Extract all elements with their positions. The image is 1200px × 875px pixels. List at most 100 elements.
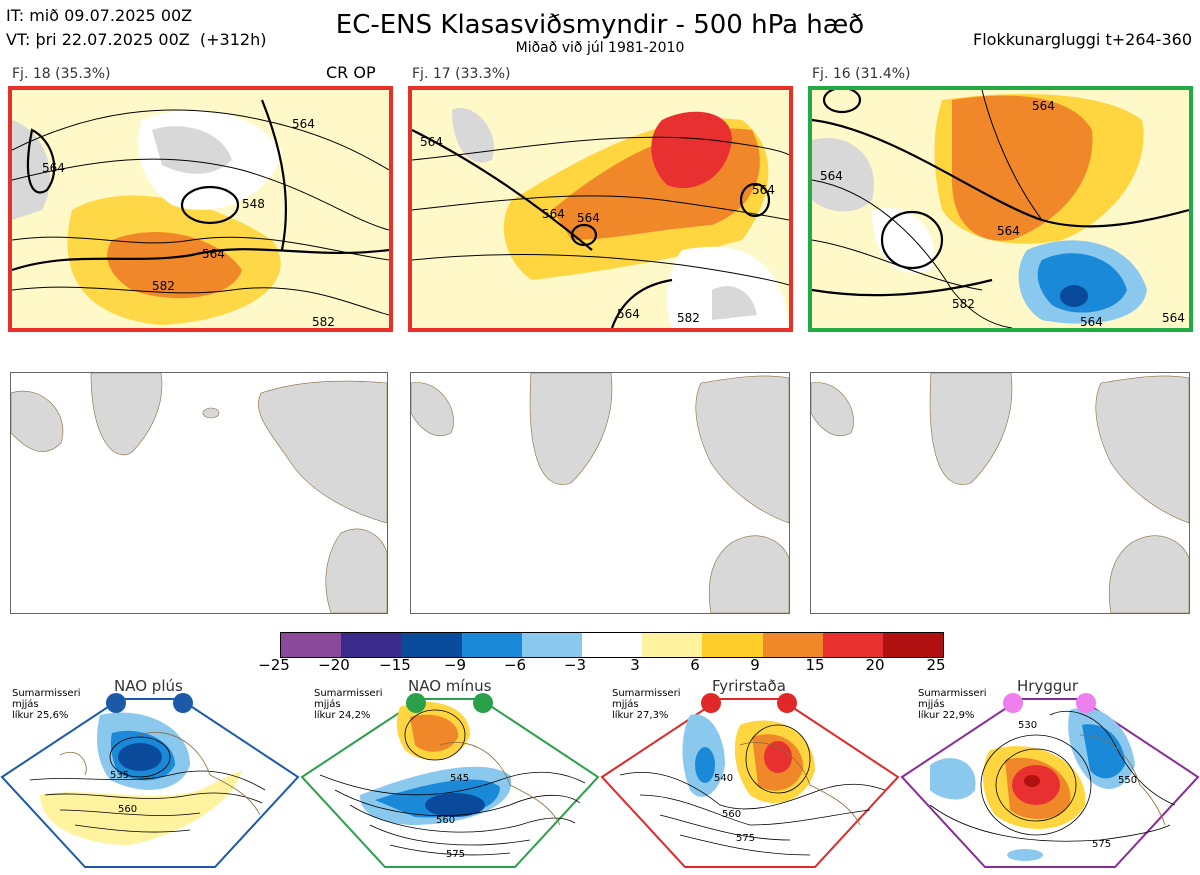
cluster-2-contour-label: 564	[752, 183, 775, 197]
cluster-3-map: 564 564 564 582 564 564	[808, 86, 1193, 332]
regime-2-marker-left	[406, 693, 426, 713]
colorbar-swatch	[281, 633, 342, 657]
colorbar	[280, 632, 944, 658]
regime-3-marker-left	[701, 693, 721, 713]
cluster-2-label: Fj. 17 (33.3%)	[412, 66, 511, 82]
cluster-1-contour-label: 564	[202, 247, 225, 261]
regime-4-season: Sumarmisseri	[918, 688, 987, 699]
cluster-2-contour-label: 564	[542, 207, 565, 221]
init-time: IT: mið 09.07.2025 00Z	[6, 6, 193, 25]
colorbar-swatch	[882, 633, 944, 657]
regime-1-name: NAO plús	[114, 677, 183, 695]
regime-2-quality: mjjás	[314, 699, 341, 710]
page-subtitle: Miðað við júl 1981-2010	[515, 40, 685, 56]
cluster-1-members-tag: CR OP	[326, 63, 376, 82]
regime-4-marker-left	[1003, 693, 1023, 713]
empty-map-2	[410, 372, 790, 614]
regime-1-marker-left	[106, 693, 126, 713]
regime-4-map: 530 550 575	[900, 695, 1200, 871]
regime-4-contour-label: 530	[1018, 720, 1037, 731]
cluster-1-contour-label: 564	[292, 117, 315, 131]
colorbar-swatch	[702, 633, 763, 657]
colorbar-tick: 25	[926, 656, 946, 674]
colorbar-swatch	[461, 633, 522, 657]
regime-4-contour-label: 575	[1092, 839, 1111, 850]
regime-3-contour-label: 575	[736, 833, 755, 844]
cluster-1-contour-label: 548	[242, 197, 265, 211]
regime-3-contour-label: 560	[722, 809, 741, 820]
cluster-3-contour-label: 564	[820, 169, 843, 183]
regime-1-season: Sumarmisseri	[12, 688, 81, 699]
cluster-3-contour-label: 582	[952, 297, 975, 311]
cluster-3-contour-label: 564	[997, 224, 1020, 238]
regime-3-quality: mjjás	[612, 699, 639, 710]
colorbar-swatch	[341, 633, 402, 657]
cluster-1-contour-label: 582	[152, 279, 175, 293]
regime-2-map: 545 560 575	[300, 695, 600, 871]
colorbar-swatch	[822, 633, 883, 657]
cluster-2-contour-label: 564	[420, 135, 443, 149]
empty-map-3	[810, 372, 1190, 614]
regime-3-season: Sumarmisseri	[612, 688, 681, 699]
colorbar-tick: 15	[805, 656, 825, 674]
regime-3-marker-right	[777, 693, 797, 713]
regime-3-map: 540 560 575	[600, 695, 900, 871]
regime-4-quality: mjjás	[918, 699, 945, 710]
colorbar-swatch	[521, 633, 582, 657]
cluster-1-map: 564 548 564 582 564 582	[8, 86, 393, 332]
page-title: EC-ENS Klasasviðsmyndir - 500 hPa hæð	[335, 10, 865, 40]
colorbar-tick: 3	[630, 656, 640, 674]
colorbar-tick: −20	[318, 656, 350, 674]
regime-1-contour-label: 535	[110, 770, 129, 781]
colorbar-swatch	[642, 633, 703, 657]
regime-2-season: Sumarmisseri	[314, 688, 383, 699]
regime-2-contour-label: 545	[450, 773, 469, 784]
cluster-3-contour-label: 564	[1080, 315, 1103, 328]
regime-4-info: Sumarmisseri mjjás líkur 22,9%	[918, 688, 986, 721]
regime-2-contour-label: 575	[446, 849, 465, 860]
cluster-3-label: Fj. 16 (31.4%)	[812, 66, 911, 82]
cluster-2-contour-label: 582	[677, 311, 700, 325]
cluster-1-label: Fj. 18 (35.3%)	[12, 66, 111, 82]
cluster-3-contour-label: 564	[1162, 311, 1185, 325]
regime-1-probability: líkur 25,6%	[12, 710, 69, 721]
colorbar-tick: 6	[690, 656, 700, 674]
regime-4-marker-right	[1076, 693, 1096, 713]
regime-2-probability: líkur 24,2%	[314, 710, 371, 721]
cluster-3-contour-label: 564	[1032, 99, 1055, 113]
cluster-2-contour-label: 564	[617, 307, 640, 321]
colorbar-swatch	[762, 633, 823, 657]
cluster-2-contour-label: 564	[577, 211, 600, 225]
colorbar-tick: −15	[379, 656, 411, 674]
colorbar-tick: 20	[865, 656, 885, 674]
colorbar-tick: −25	[258, 656, 290, 674]
regime-3-name: Fyrirstaða	[712, 677, 786, 695]
cluster-1-contour-label: 564	[42, 161, 65, 175]
regime-3-info: Sumarmisseri mjjás líkur 27,3%	[612, 688, 680, 721]
regime-4-contour-label: 550	[1118, 775, 1137, 786]
regime-2-contour-label: 560	[436, 815, 455, 826]
colorbar-swatch	[401, 633, 462, 657]
valid-time: VT: þri 22.07.2025 00Z (+312h)	[6, 30, 267, 49]
regime-3-probability: líkur 27,3%	[612, 710, 669, 721]
regime-2-info: Sumarmisseri mjjás líkur 24,2%	[314, 688, 382, 721]
colorbar-tick: −6	[503, 656, 527, 674]
regime-2-name: NAO mínus	[408, 677, 492, 695]
cluster-1-contour-label: 582	[312, 315, 335, 328]
regime-1-marker-right	[173, 693, 193, 713]
cluster-2-map: 564 564 564 564 564 582	[408, 86, 793, 332]
regime-1-map: 535 560	[0, 695, 300, 871]
regime-1-info: Sumarmisseri mjjás líkur 25,6%	[12, 688, 80, 721]
classification-window: Flokkunargluggi t+264-360	[973, 30, 1192, 49]
regime-1-contour-label: 560	[118, 804, 137, 815]
colorbar-tick: 9	[750, 656, 760, 674]
regime-2-marker-right	[473, 693, 493, 713]
colorbar-tick: −3	[563, 656, 587, 674]
empty-map-1	[10, 372, 388, 614]
colorbar-tick: −9	[443, 656, 467, 674]
colorbar-swatch	[581, 633, 643, 657]
regime-1-quality: mjjás	[12, 699, 39, 710]
regime-4-name: Hryggur	[1017, 677, 1079, 695]
regime-4-probability: líkur 22,9%	[918, 710, 975, 721]
regime-3-contour-label: 540	[714, 773, 733, 784]
